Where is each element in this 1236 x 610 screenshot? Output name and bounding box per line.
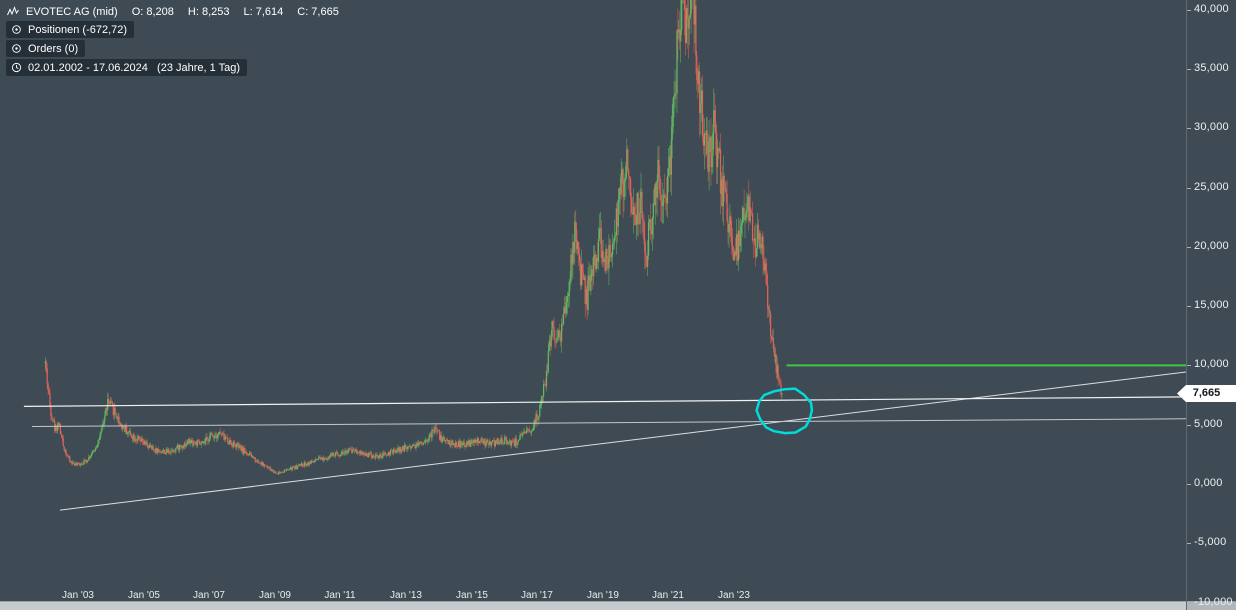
upper-horizontal-line[interactable] — [23, 396, 1186, 407]
price-axis-tick — [1187, 306, 1191, 307]
timeline-scrollbar[interactable] — [0, 601, 1186, 610]
price-axis-label: 20,000 — [1194, 239, 1229, 252]
price-axis-tick — [1187, 10, 1191, 11]
price-axis-tick — [1187, 188, 1191, 189]
price-axis[interactable]: 40,000 35,000 30,000 25,000 20,000 15,000 10,0… — [1186, 0, 1236, 610]
price-axis-tick — [1187, 543, 1191, 544]
price-axis-label: 15,000 — [1194, 299, 1229, 312]
price-axis-tick — [1187, 425, 1191, 426]
price-axis-tick — [1187, 603, 1191, 604]
down-candle-bodies — [45, 0, 782, 475]
date-range-control[interactable]: 02.01.2002 - 17.06.2024 (23 Jahre, 1 Tag… — [6, 59, 248, 76]
orders-label: Orders (0) — [28, 42, 79, 55]
instrument-name: EVOTEC AG (mid) — [26, 5, 118, 18]
positions-label: Positionen (-672,72) — [28, 23, 128, 36]
price-axis-label: -5,000 — [1194, 536, 1227, 549]
price-axis-tick — [1187, 69, 1191, 70]
price-axis-label: 25,000 — [1194, 180, 1229, 193]
price-axis-tick — [1187, 247, 1191, 248]
price-axis-tick — [1187, 365, 1191, 366]
low-value: L: 7,614 — [243, 5, 284, 18]
price-axis-label: 30,000 — [1194, 121, 1229, 134]
clock-icon — [10, 61, 23, 74]
positions-toggle[interactable]: Positionen (-672,72) — [6, 21, 135, 38]
lower-horizontal-line[interactable] — [32, 418, 1186, 427]
price-axis-label: 0,000 — [1194, 477, 1223, 490]
open-value: O: 8,208 — [131, 5, 174, 18]
instrument-info-row: EVOTEC AG (mid) O: 8,208 H: 8,253 L: 7,6… — [6, 4, 339, 19]
price-axis-tick — [1187, 484, 1191, 485]
date-range-label: 02.01.2002 - 17.06.2024 (23 Jahre, 1 Tag… — [28, 61, 241, 74]
price-axis-label: -10,000 — [1194, 595, 1233, 608]
price-axis-label: 40,000 — [1194, 2, 1229, 15]
scrollbar-corner — [1186, 601, 1236, 610]
last-price-tag: 7,665 — [1177, 385, 1236, 402]
up-candle-bodies — [44, 0, 783, 475]
instrument-icon — [6, 5, 19, 18]
positions-icon — [10, 23, 23, 36]
price-axis-label: 10,000 — [1194, 358, 1229, 371]
high-value: H: 8,253 — [187, 5, 230, 18]
price-axis-label: 35,000 — [1194, 61, 1229, 74]
ascending-trendline[interactable] — [59, 371, 1186, 511]
hand-drawn-circle-annotation[interactable] — [755, 387, 814, 435]
orders-icon — [10, 42, 23, 55]
orders-toggle[interactable]: Orders (0) — [6, 40, 86, 57]
price-axis-tick — [1187, 128, 1191, 129]
close-value: C: 7,665 — [297, 5, 339, 18]
candlestick-chart[interactable] — [0, 0, 1186, 610]
chart-legend: EVOTEC AG (mid) O: 8,208 H: 8,253 L: 7,6… — [6, 4, 339, 76]
last-price-value: 7,665 — [1192, 387, 1221, 399]
price-axis-label: 5,000 — [1194, 417, 1223, 430]
